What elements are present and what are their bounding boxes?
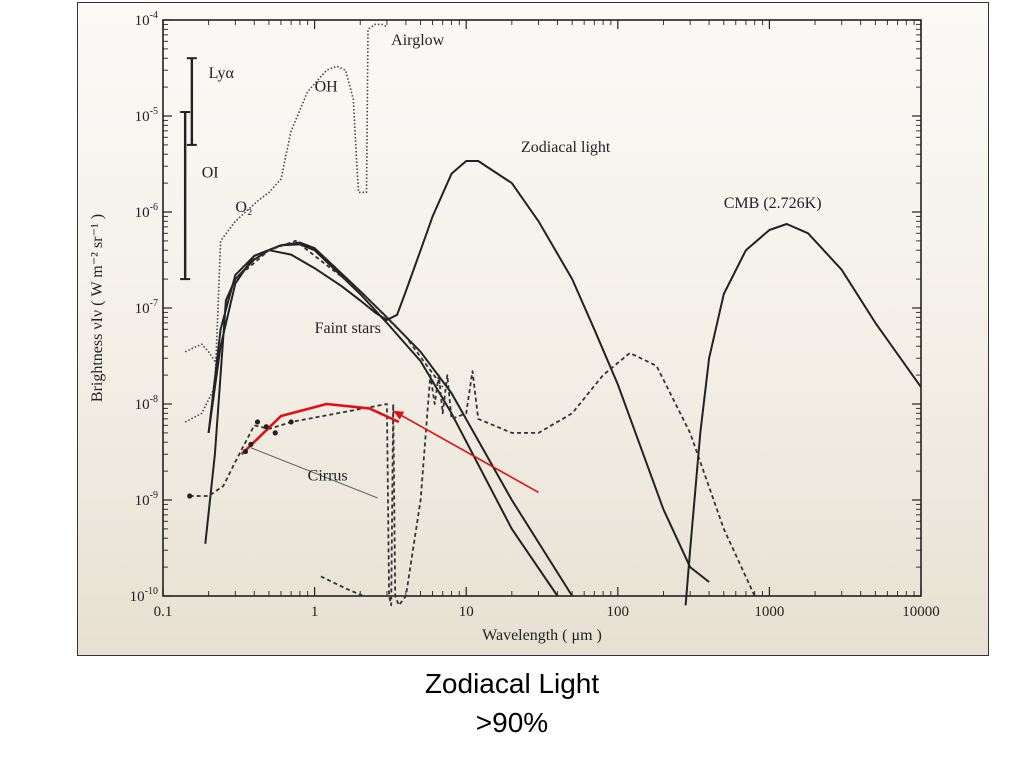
- y-tick-label: 10-9: [135, 490, 158, 509]
- annotation-label: Lyα: [209, 65, 235, 82]
- series-airglow-blue: [184, 343, 221, 362]
- data-point: [288, 419, 294, 425]
- annotation-label: OH: [315, 78, 339, 95]
- y-tick-label: 10-6: [135, 202, 158, 221]
- series-faint-stars-dashed: [234, 239, 444, 388]
- y-tick-label: 10-4: [135, 10, 158, 29]
- series-scattered: [320, 575, 364, 597]
- series-group: [180, 23, 922, 607]
- caption-subtitle: >90%: [475, 707, 549, 738]
- x-tick-label: 100: [607, 604, 630, 620]
- data-point: [263, 424, 269, 430]
- data-point: [272, 430, 278, 436]
- figure-frame: 0.1 1 10 100 1000 10000 10-10 10-9 10-8 10-7 10-6 1…: [77, 2, 989, 656]
- arrow-head: [393, 410, 405, 420]
- annotation-label: OI: [202, 164, 219, 181]
- y-tick-label: 10-10: [130, 586, 158, 605]
- y-tick-label: 10-7: [135, 298, 158, 317]
- series-faint-stars-b: [207, 241, 574, 597]
- axes: 0.1 1 10 100 1000 10000 10-10 10-9 10-8 10-7 10-6 1…: [89, 10, 940, 644]
- annotation-label: Faint stars: [315, 320, 381, 337]
- annotation-label: CMB (2.726K): [724, 195, 822, 212]
- series-zodiacal: [204, 160, 710, 583]
- x-tick-label: 1: [311, 604, 319, 620]
- y-tick-label: 10-5: [135, 106, 158, 125]
- series-faint-stars-a: [207, 243, 559, 597]
- annotation-label: Zodiacal light: [521, 139, 611, 156]
- data-point: [254, 419, 261, 425]
- series-cmb: [684, 223, 922, 606]
- y-tick-label: 10-8: [135, 394, 158, 413]
- x-tick-label: 10000: [902, 604, 940, 620]
- cirrus-leader-line: [250, 447, 378, 499]
- data-point: [248, 441, 254, 447]
- annotation-group: Airglow OH Lyα OI O₂ Zodiacal light CMB (2.726…: [202, 32, 822, 484]
- series-optical-estimate: [240, 402, 400, 456]
- y-axis-title: Brightness νIν ( W m⁻² sr⁻¹ ): [89, 214, 106, 402]
- series-airglow: [184, 23, 388, 423]
- x-tick-label: 10: [459, 604, 474, 620]
- plot-frame: [162, 19, 922, 597]
- data-point: [187, 493, 193, 499]
- x-tick-label: 0.1: [154, 604, 173, 620]
- series-cirrus: [189, 352, 756, 607]
- x-axis-title: Wavelength ( μm ): [482, 627, 602, 644]
- annotation-label: O₂: [235, 199, 252, 216]
- caption-title: Zodiacal Light: [424, 668, 600, 699]
- annotation-label: Airglow: [391, 32, 444, 49]
- annotation-label: Cirrus: [308, 467, 348, 484]
- arrow-shaft: [392, 410, 539, 494]
- x-tick-label: 1000: [754, 604, 784, 620]
- data-point: [242, 448, 249, 455]
- spectrum-chart: 0.1 1 10 100 1000 10000 10-10 10-9 10-8 10-7 10-6 1…: [89, 10, 940, 644]
